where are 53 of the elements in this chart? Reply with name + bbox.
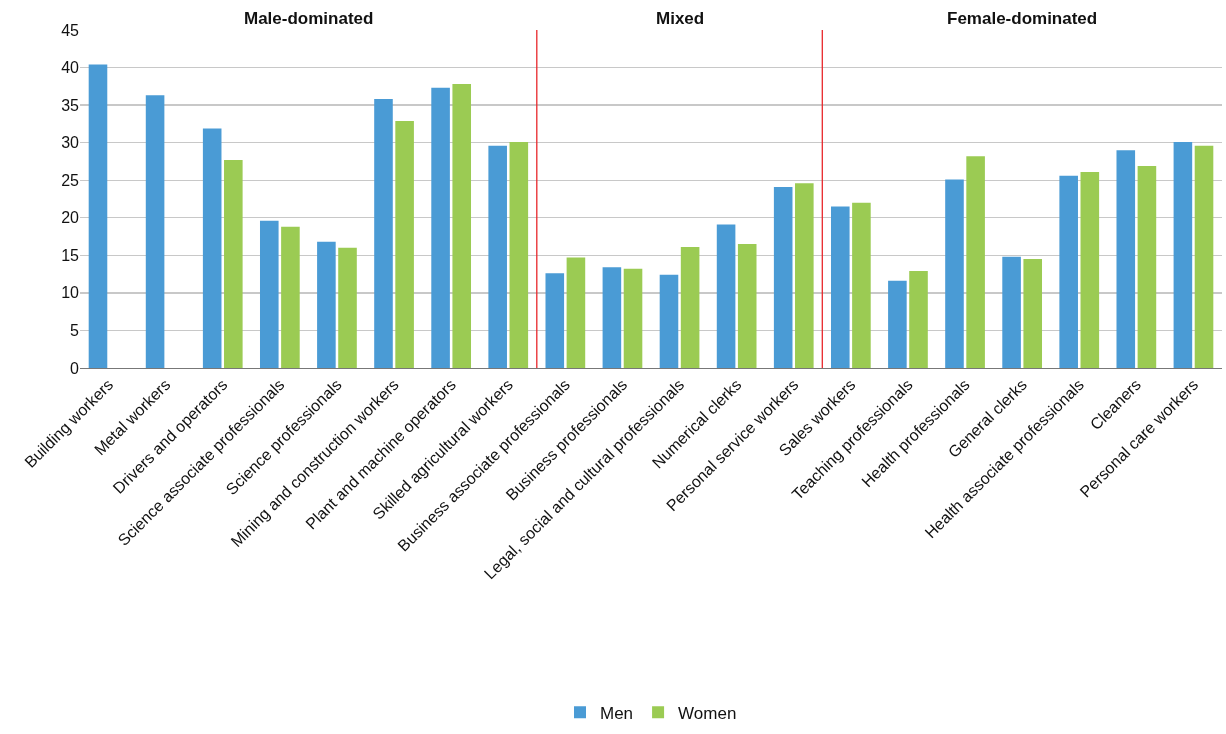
- y-tick-label: 45: [61, 21, 80, 39]
- y-tick-label: 35: [61, 96, 80, 114]
- bar: [202, 128, 222, 368]
- bar: [452, 84, 472, 368]
- text: Female-dominated: [947, 9, 1098, 28]
- bar: [1080, 171, 1100, 368]
- y-tick-label: 20: [61, 209, 80, 227]
- text: Male-dominated: [244, 9, 374, 28]
- bar: [795, 183, 814, 368]
- y-tick-label: 30: [61, 134, 80, 152]
- bar: [716, 224, 736, 368]
- bar: [888, 280, 907, 368]
- text: Mixed: [656, 9, 705, 28]
- bar: [281, 226, 300, 368]
- bar: [773, 186, 793, 368]
- bar: [1002, 256, 1021, 368]
- bar: [602, 267, 622, 368]
- bar: [909, 271, 928, 368]
- y-tick-label: 5: [70, 322, 80, 340]
- bar: [830, 206, 850, 368]
- bar: [659, 274, 679, 368]
- bar: [1194, 145, 1214, 368]
- y-tick-label: 40: [61, 59, 80, 77]
- bar: [1116, 150, 1136, 368]
- bar: [1023, 259, 1043, 368]
- bar: [88, 64, 108, 368]
- legend-label: Men: [600, 703, 634, 723]
- bar: [145, 95, 165, 368]
- bar: [1059, 175, 1078, 368]
- bar: [509, 141, 529, 368]
- legend-label: Women: [678, 703, 737, 723]
- y-tick-label: 15: [61, 246, 80, 264]
- y-tick-label: 10: [61, 284, 80, 302]
- y-tick-label: 25: [61, 171, 80, 189]
- bar: [623, 268, 643, 368]
- bar: [1173, 141, 1193, 368]
- bar: [966, 156, 985, 368]
- y-tick-label: 0: [70, 359, 80, 377]
- bar: [488, 145, 507, 368]
- bar: [737, 244, 757, 368]
- bar: [545, 273, 565, 368]
- bar: [374, 99, 393, 368]
- bar: [224, 159, 243, 368]
- bar: [680, 247, 700, 368]
- bar: [1137, 165, 1157, 368]
- bar: [317, 241, 336, 368]
- bar: [395, 120, 414, 368]
- bar: [945, 179, 964, 368]
- bar: [566, 257, 586, 368]
- bar: [431, 87, 450, 368]
- bar: [259, 220, 279, 368]
- bar: [338, 247, 357, 368]
- bar: [852, 202, 871, 368]
